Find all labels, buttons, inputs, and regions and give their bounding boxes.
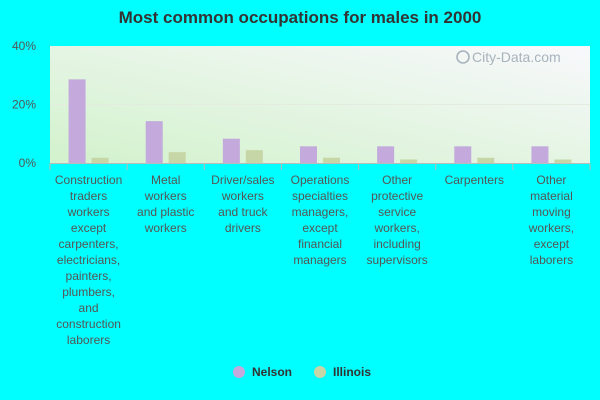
bar-illinois bbox=[91, 157, 109, 163]
y-tick-label: 0% bbox=[19, 156, 37, 170]
x-axis: Construction traders workers except carpente… bbox=[49, 163, 591, 347]
y-axis: 0% 20% 40% bbox=[12, 39, 36, 170]
chart-title: Most common occupations for males in 200… bbox=[118, 8, 482, 27]
bar-illinois bbox=[168, 152, 186, 163]
bar-illinois bbox=[323, 157, 340, 163]
bar-illinois bbox=[245, 150, 263, 163]
legend-label-nelson: Nelson bbox=[252, 365, 292, 379]
bars bbox=[68, 79, 572, 163]
watermark-icon bbox=[456, 50, 470, 64]
watermark: City-Data.com bbox=[456, 49, 561, 65]
bar-nelson bbox=[222, 138, 240, 163]
bar-nelson bbox=[145, 121, 163, 163]
legend-swatch-illinois bbox=[314, 366, 326, 378]
bar-nelson bbox=[531, 146, 549, 163]
y-tick-label: 40% bbox=[12, 39, 36, 53]
bar-illinois bbox=[477, 157, 495, 163]
bar-nelson bbox=[300, 146, 317, 163]
bar-nelson bbox=[454, 146, 472, 163]
category-label: Other protective service workers, including s… bbox=[366, 173, 427, 267]
legend: Nelson Illinois bbox=[233, 365, 371, 379]
category-label: Driver/sales workers and truck drivers bbox=[211, 173, 274, 235]
y-tick-label: 20% bbox=[12, 98, 36, 112]
category-label: Carpenters bbox=[445, 173, 504, 187]
category-label: Construction traders workers except carpente… bbox=[55, 173, 122, 347]
category-label: Operations specialties managers, except fina… bbox=[291, 173, 350, 267]
bar-nelson bbox=[68, 79, 86, 163]
legend-swatch-nelson bbox=[233, 366, 245, 378]
legend-label-illinois: Illinois bbox=[333, 365, 371, 379]
bar-illinois bbox=[554, 159, 572, 163]
bar-nelson bbox=[377, 146, 395, 163]
watermark-text: City-Data.com bbox=[472, 49, 561, 65]
category-label: Metal workers and plastic workers bbox=[137, 173, 194, 235]
bar-illinois bbox=[400, 159, 418, 163]
category-label: Other material moving workers, except laborer… bbox=[528, 173, 574, 267]
